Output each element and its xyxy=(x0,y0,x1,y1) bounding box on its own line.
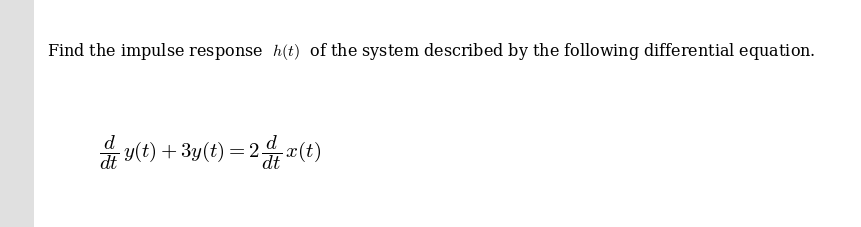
Text: Find the impulse response  $h(t)$  of the system described by the following diff: Find the impulse response $h(t)$ of the … xyxy=(47,41,816,62)
Bar xyxy=(0,0,34,227)
Text: $\dfrac{d}{dt}\,y(t)+3y(t)=2\,\dfrac{d}{dt}\,x(t)$: $\dfrac{d}{dt}\,y(t)+3y(t)=2\,\dfrac{d}{… xyxy=(99,133,321,171)
